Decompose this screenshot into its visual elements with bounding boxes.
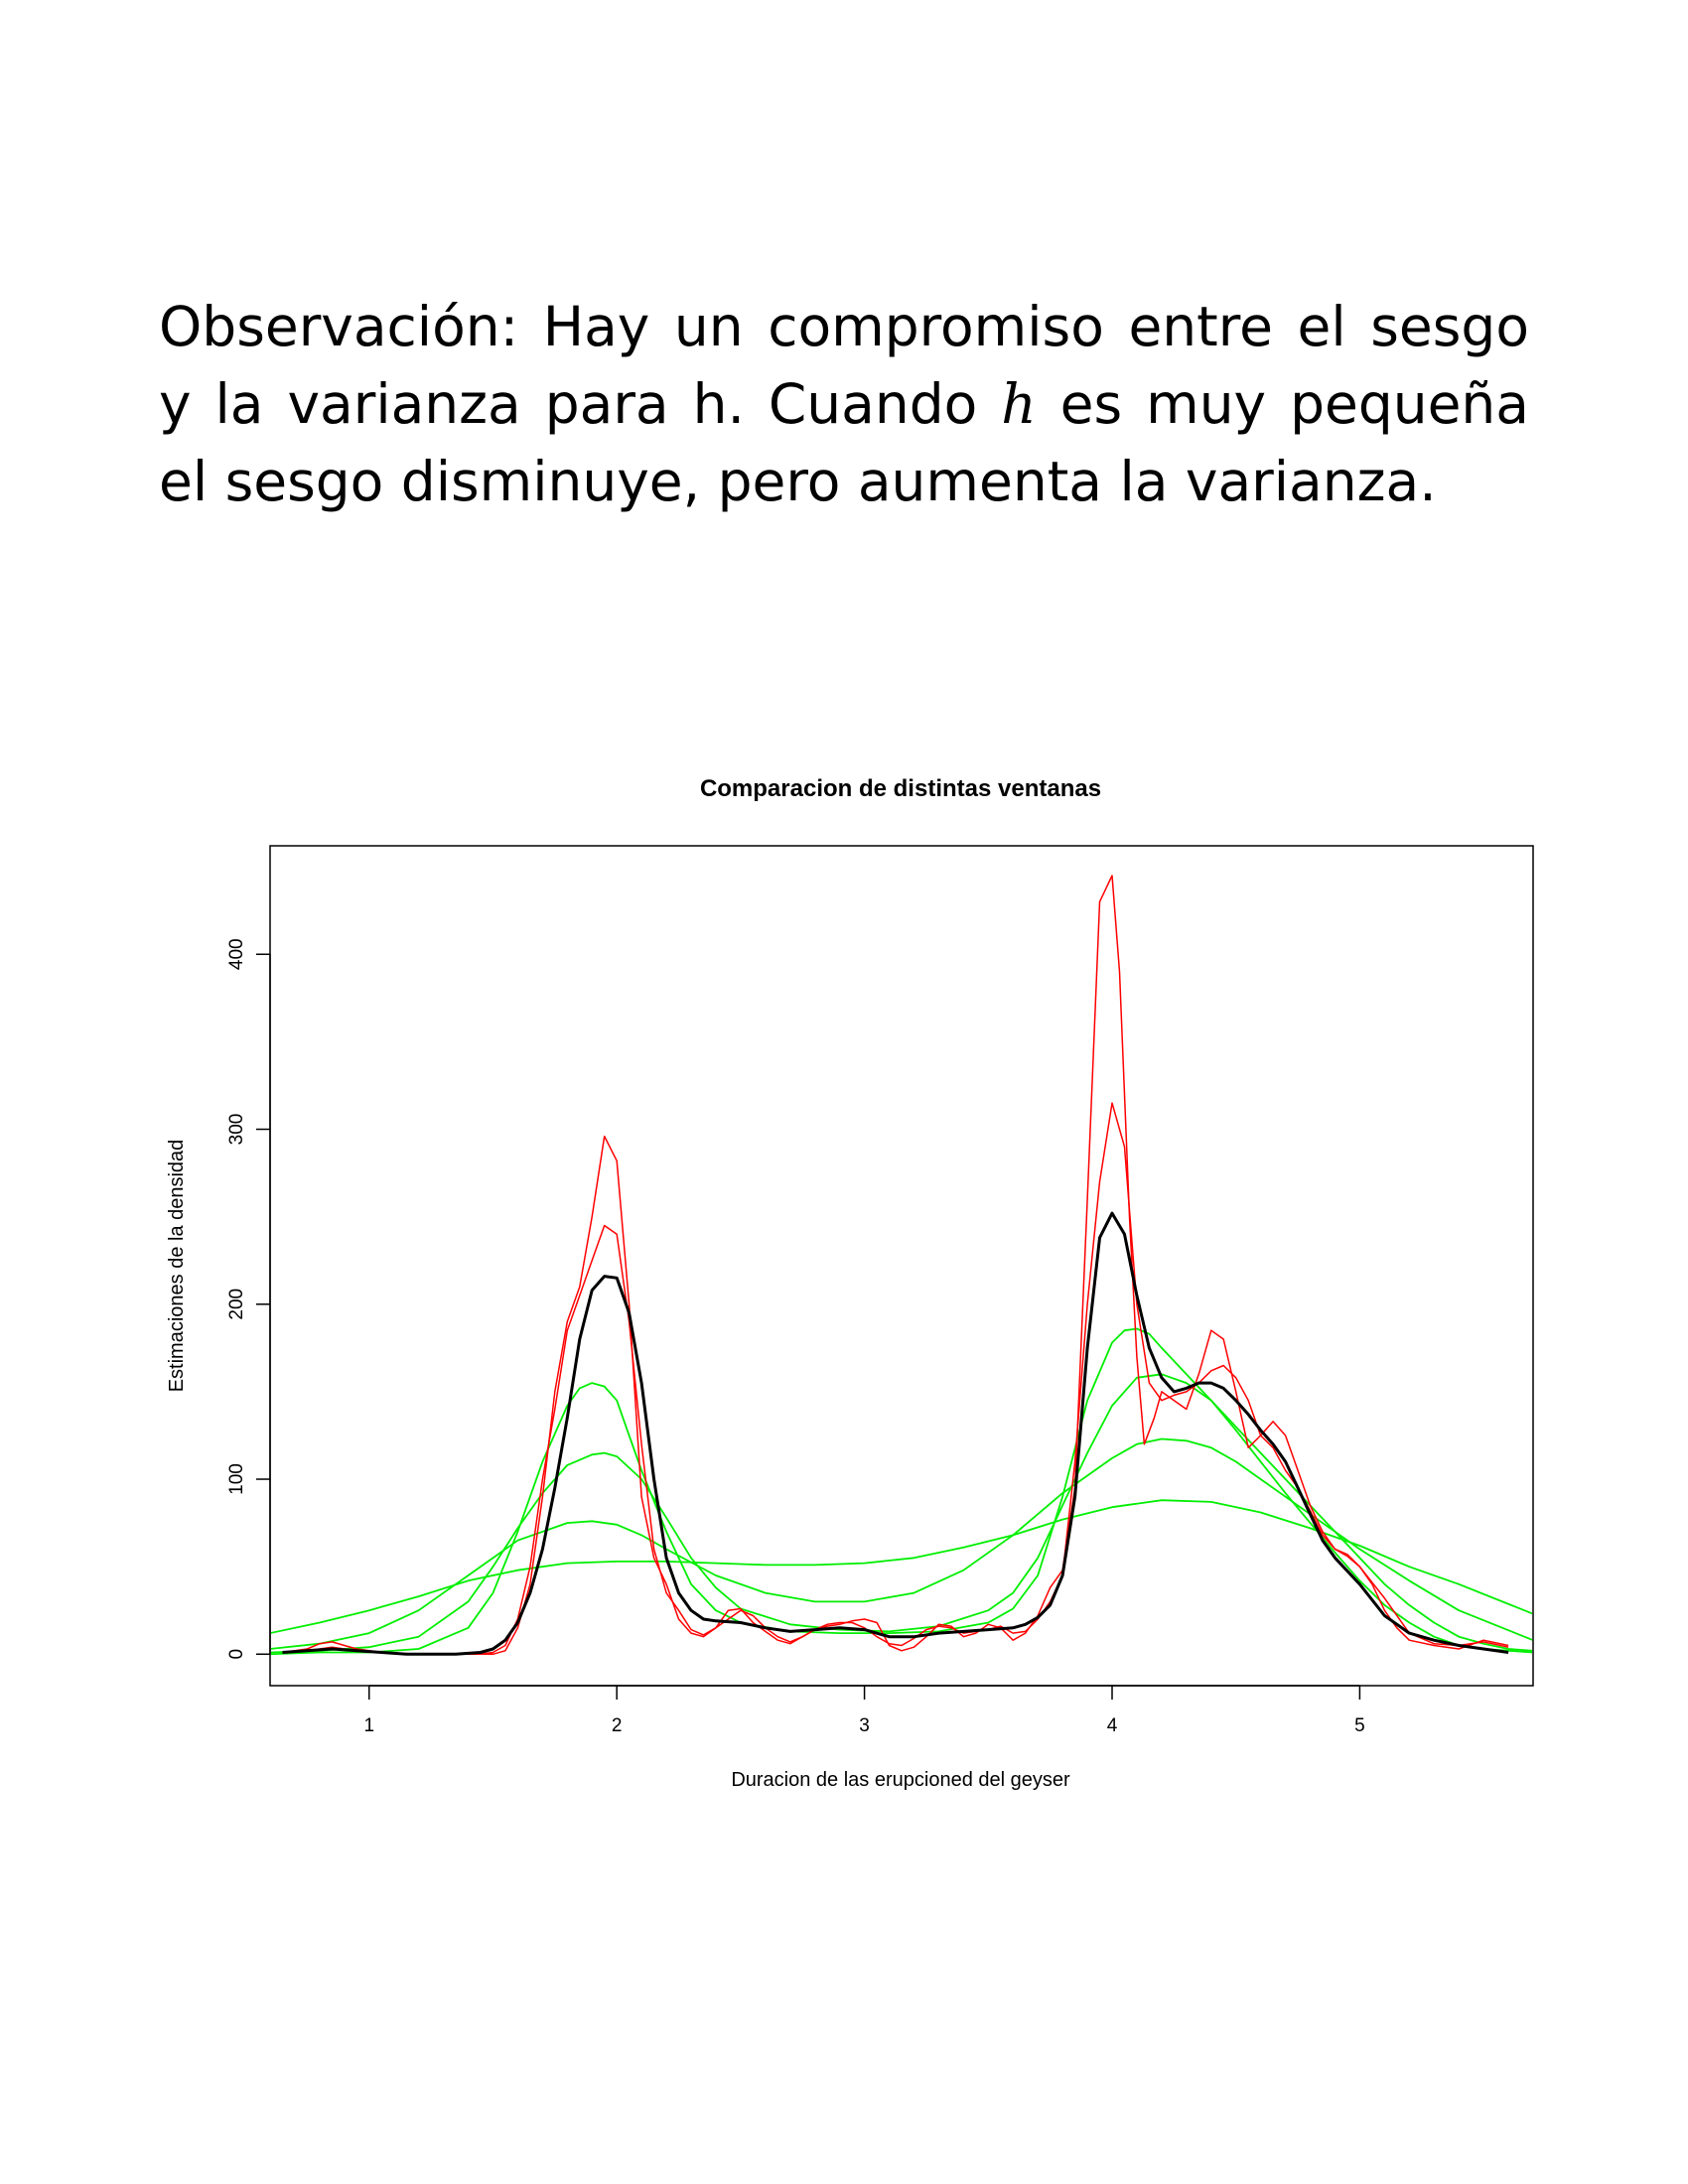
x-tick-label: 3: [859, 1715, 870, 1736]
x-axis: 1 2 3 4 5: [363, 1685, 1365, 1736]
density-curve-7: [271, 1499, 1532, 1634]
observation-line-2-pre: y la varianza para h. Cuando: [159, 372, 1002, 436]
x-tick-label: 2: [612, 1715, 623, 1736]
x-tick-label: 4: [1107, 1715, 1118, 1736]
observation-paragraph: Observación: Hay un compromiso entre el …: [159, 288, 1529, 520]
observation-line-2-post: es muy pequeña: [1036, 372, 1529, 436]
x-axis-label: Duracion de las erupcioned del geyser: [731, 1769, 1070, 1791]
x-tick-label: 5: [1354, 1715, 1365, 1736]
density-curve-5: [271, 1373, 1532, 1654]
observation-line-2: y la varianza para h. Cuando h es muy pe…: [159, 365, 1529, 443]
math-variable-h: h: [1001, 372, 1037, 436]
y-tick-label: 0: [226, 1649, 247, 1660]
density-curve-6: [271, 1437, 1532, 1650]
y-axis-label: Estimaciones de la densidad: [166, 1140, 188, 1393]
density-curve-3: [282, 875, 1509, 1656]
density-curve-4: [271, 1327, 1532, 1656]
observation-line-1: Observación: Hay un compromiso entre el …: [159, 295, 1529, 358]
y-tick-label: 400: [226, 938, 247, 970]
x-tick-label: 1: [363, 1715, 374, 1736]
chart-title: Comparacion de distintas ventanas: [700, 775, 1101, 802]
y-tick-label: 300: [226, 1114, 247, 1146]
observation-line-3: el sesgo disminuye, pero aumenta la vari…: [159, 450, 1437, 513]
y-tick-label: 100: [226, 1463, 247, 1495]
density-curve-2: [282, 1102, 1509, 1656]
y-tick-label: 200: [226, 1289, 247, 1320]
density-curves: [271, 875, 1532, 1656]
density-curve-1: [282, 1211, 1509, 1656]
y-axis: 0 100 200 300 400: [226, 938, 271, 1660]
